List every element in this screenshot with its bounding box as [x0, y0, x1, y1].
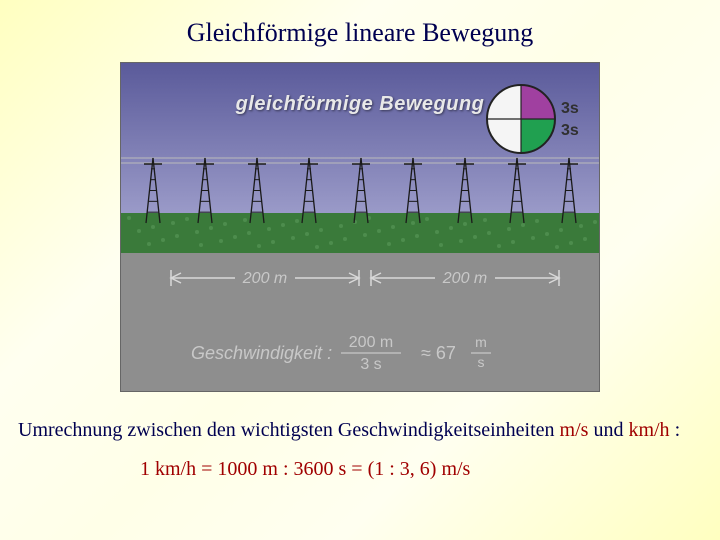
svg-text:s: s [478, 354, 485, 370]
conversion-formula: 1 km/h = 1000 m : 3600 s = (1 : 3, 6) m/… [0, 444, 720, 481]
conv-post: : [670, 419, 681, 441]
conv-pre: Umrechnung zwischen den wichtigsten Gesc… [18, 419, 560, 441]
svg-text:200 m: 200 m [442, 270, 487, 287]
diagram: 3s3s200 m200 mGeschwindigkeit :200 m3 s≈… [120, 62, 600, 392]
conversion-text: Umrechnung zwischen den wichtigsten Gesc… [0, 392, 720, 444]
page-title: Gleichförmige lineare Bewegung [0, 0, 720, 48]
unit-ms: m/s [560, 419, 589, 441]
svg-text:200 m: 200 m [242, 270, 287, 287]
diagram-caption: gleichförmige Bewegung [121, 93, 599, 116]
svg-text:3 s: 3 s [360, 356, 381, 373]
svg-text:m: m [475, 334, 487, 350]
conv-mid: und [588, 419, 628, 441]
svg-text:200 m: 200 m [349, 334, 393, 351]
svg-text:3s: 3s [561, 122, 579, 139]
svg-text:≈ 67: ≈ 67 [421, 343, 456, 363]
svg-text:Geschwindigkeit :: Geschwindigkeit : [191, 343, 332, 363]
unit-kmh: km/h [628, 419, 669, 441]
